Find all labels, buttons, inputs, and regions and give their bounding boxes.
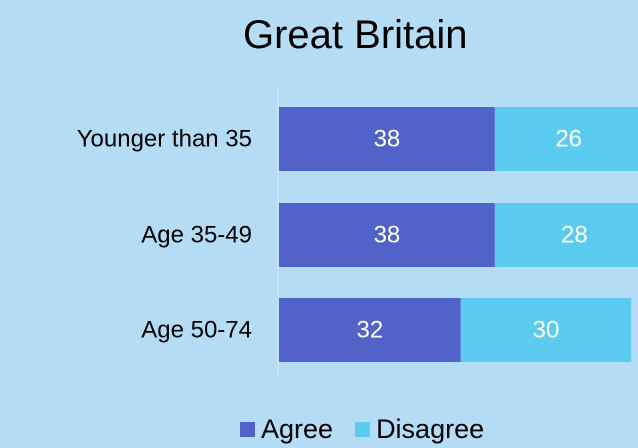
data-label-disagree-1: 26	[555, 126, 582, 153]
chart-title: Great Britain	[243, 13, 468, 57]
category-label: Age 35-49	[141, 222, 252, 249]
legend-label-agree: Agree	[261, 413, 334, 444]
chart-legend: Agree Disagree	[240, 411, 506, 447]
data-label-agree-1: 38	[374, 126, 401, 153]
legend-swatch-agree	[240, 421, 255, 437]
bar-agree-2	[279, 203, 495, 267]
bar-disagree-1	[494, 107, 638, 171]
data-label-agree-3: 32	[357, 317, 384, 344]
data-label-agree-2: 38	[374, 222, 401, 249]
bar-disagree-3	[460, 298, 632, 362]
data-label-disagree-2: 28	[561, 222, 588, 249]
bar-disagree-2	[494, 203, 638, 267]
legend-swatch-disagree	[355, 421, 371, 437]
legend-item-agree: Agree	[240, 414, 333, 445]
legend-label-disagree: Disagree	[376, 413, 485, 444]
category-label: Younger than 35	[77, 126, 252, 153]
category-label: Age 50-74	[141, 317, 252, 344]
bar-agree-3	[279, 298, 461, 362]
data-label-disagree-3: 30	[533, 317, 560, 344]
bar-agree-1	[279, 107, 495, 171]
legend-item-disagree: Disagree	[355, 414, 484, 445]
